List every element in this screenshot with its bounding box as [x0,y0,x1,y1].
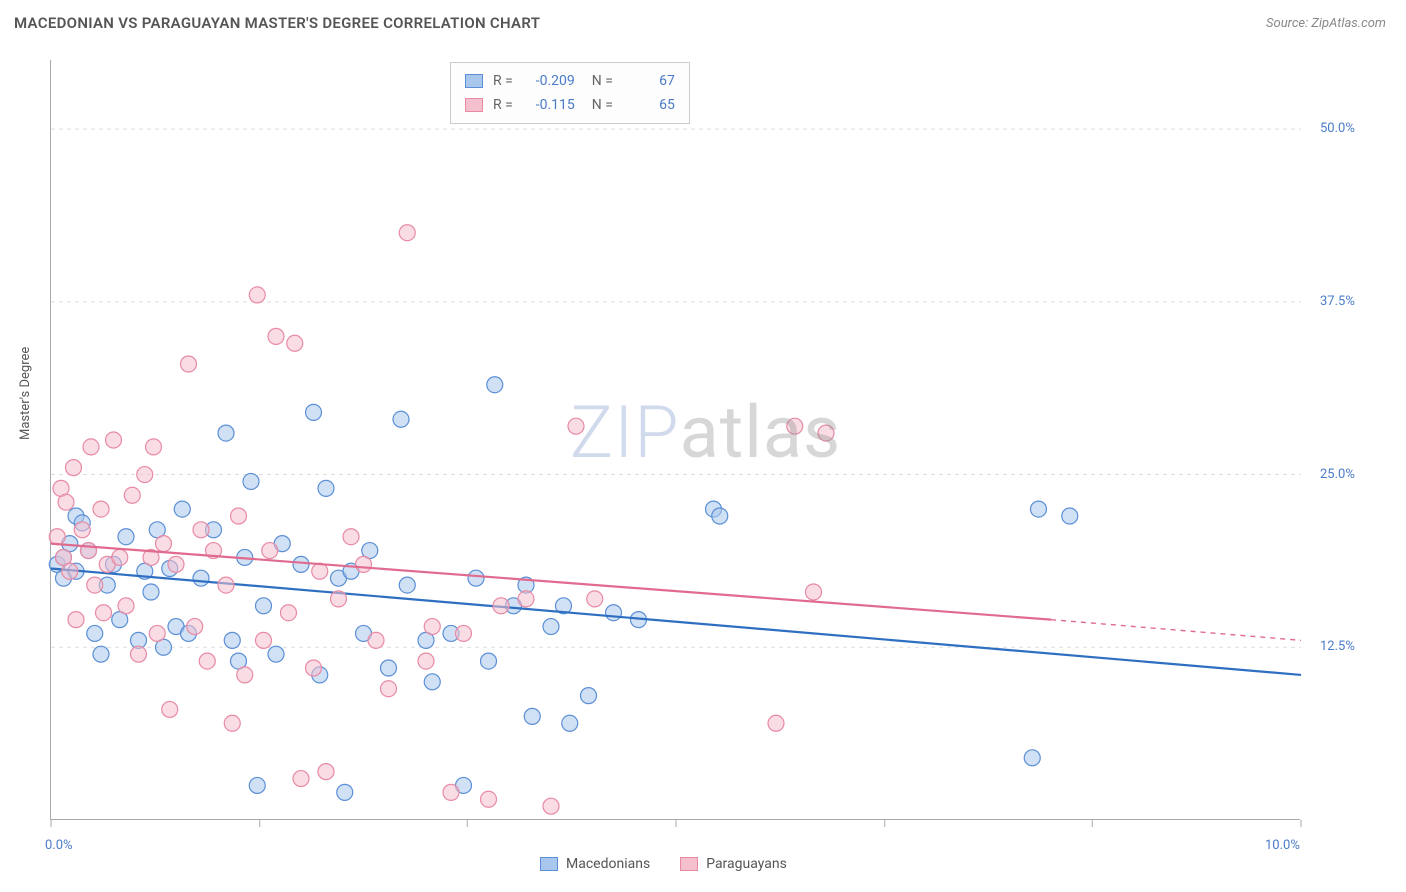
legend-swatch-paraguayans [680,857,698,871]
legend-bottom: Macedonians Paraguayans [540,856,787,872]
stats-row-macedonians: R = -0.209 N = 67 [465,69,675,93]
legend-label-paraguayans: Paraguayans [706,856,787,872]
x-tick-label: 0.0% [45,838,73,853]
plot-area [50,60,1300,820]
x-tick-label: 10.0% [1265,838,1300,853]
n-value-macedonians: 67 [623,73,675,89]
n-label: N = [585,97,613,113]
y-axis-title: Master's Degree [18,347,33,440]
r-value-macedonians: -0.209 [523,73,575,89]
legend-swatch-macedonians [540,857,558,871]
r-label: R = [493,73,513,89]
y-tick-label: 37.5% [1320,294,1355,309]
legend-item-paraguayans: Paraguayans [680,856,787,872]
r-value-paraguayans: -0.115 [523,97,575,113]
legend-item-macedonians: Macedonians [540,856,650,872]
y-tick-label: 12.5% [1320,639,1355,654]
stats-legend-box: R = -0.209 N = 67 R = -0.115 N = 65 [450,62,690,124]
stats-row-paraguayans: R = -0.115 N = 65 [465,93,675,117]
swatch-macedonians [465,74,483,88]
n-value-paraguayans: 65 [623,97,675,113]
source-attribution: Source: ZipAtlas.com [1266,16,1386,31]
chart-svg [51,60,1300,819]
r-label: R = [493,97,513,113]
legend-label-macedonians: Macedonians [566,856,650,872]
y-tick-label: 50.0% [1320,121,1355,136]
swatch-paraguayans [465,98,483,112]
chart-title: MACEDONIAN VS PARAGUAYAN MASTER'S DEGREE… [14,14,540,32]
y-tick-label: 25.0% [1320,467,1355,482]
n-label: N = [585,73,613,89]
